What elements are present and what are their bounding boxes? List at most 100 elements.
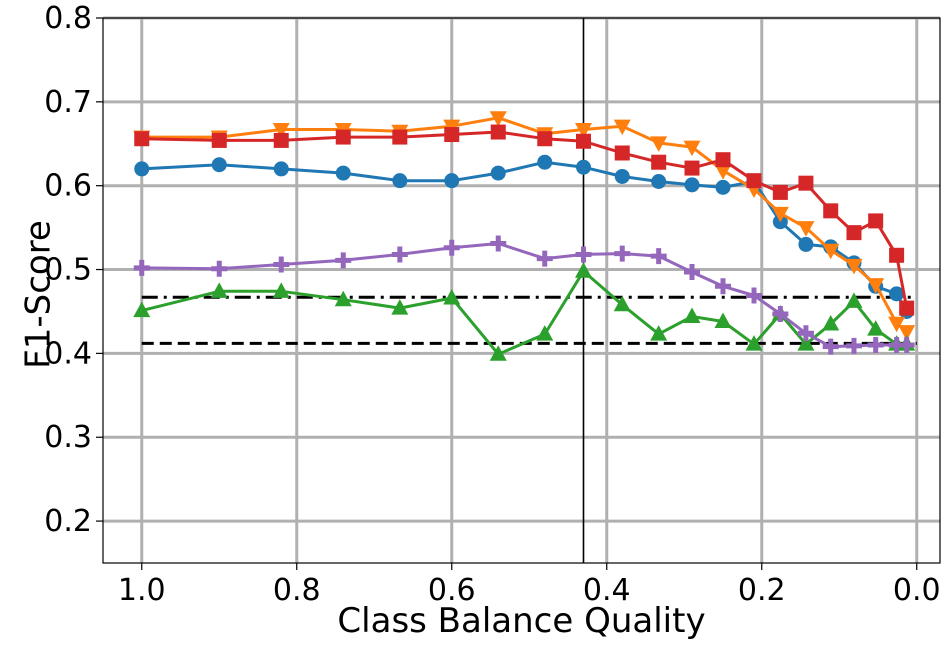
data-point [537, 131, 553, 147]
data-point [772, 305, 789, 322]
data-point [391, 299, 409, 315]
series-layer [133, 111, 916, 361]
data-point [650, 325, 668, 341]
x-tick-label: 0.6 [428, 573, 476, 608]
data-point [443, 239, 460, 256]
data-point [845, 292, 863, 308]
data-point [797, 221, 815, 237]
reference-lines [141, 18, 917, 563]
data-point [335, 165, 351, 181]
data-point [489, 345, 507, 361]
data-point [272, 282, 290, 298]
data-point [651, 154, 667, 170]
data-point [576, 159, 591, 175]
data-point [684, 177, 700, 193]
data-point [889, 286, 905, 302]
data-point [867, 337, 884, 353]
series-3 [133, 262, 916, 361]
data-point [490, 165, 506, 181]
data-point [798, 236, 814, 252]
data-point [575, 246, 592, 263]
data-point [490, 124, 506, 140]
data-point [536, 250, 553, 267]
data-point [134, 161, 150, 177]
data-point [273, 256, 290, 273]
data-point [683, 307, 701, 323]
data-point [273, 132, 289, 148]
plot-frame [102, 17, 941, 564]
data-point [489, 111, 507, 127]
data-point [444, 127, 460, 143]
data-point [822, 243, 840, 260]
data-point [391, 246, 408, 263]
y-axis-label: F1-Score [19, 220, 59, 369]
data-point [715, 278, 731, 295]
data-point [575, 262, 592, 278]
data-point [797, 335, 815, 351]
data-point [490, 235, 507, 252]
x-tick-label: 1.0 [118, 573, 166, 608]
data-point [613, 119, 631, 136]
data-point [614, 245, 631, 262]
data-point [650, 136, 668, 152]
data-point [684, 160, 700, 176]
data-point [867, 320, 885, 336]
data-point [715, 152, 731, 168]
series-line [141, 116, 908, 333]
data-point [898, 337, 915, 353]
data-point [392, 173, 408, 189]
y-tick-label: 0.6 [44, 169, 92, 204]
data-point [745, 335, 763, 351]
y-tick-label: 0.5 [44, 253, 92, 288]
data-point [651, 174, 667, 189]
data-point [211, 132, 227, 148]
data-point [715, 179, 731, 195]
data-point [576, 133, 591, 149]
data-point [133, 301, 151, 318]
data-point [846, 225, 862, 241]
data-point [134, 131, 150, 147]
series-1 [133, 111, 916, 341]
data-point [845, 258, 863, 275]
data-point [211, 157, 227, 173]
data-point [614, 145, 630, 161]
y-tick-label: 0.2 [44, 504, 92, 539]
y-tick-label: 0.7 [44, 85, 92, 120]
data-point [536, 325, 554, 341]
data-point [684, 264, 700, 281]
data-point [575, 123, 592, 139]
data-point [273, 161, 289, 177]
data-point [210, 282, 228, 298]
data-point [822, 315, 840, 331]
y-tick-label: 0.8 [44, 1, 92, 36]
series-0 [134, 154, 915, 319]
data-point [614, 168, 630, 184]
data-point [392, 129, 408, 145]
x-tick-label: 0.2 [738, 573, 786, 608]
data-point [746, 173, 762, 189]
data-point [537, 154, 553, 170]
data-point [889, 247, 905, 263]
data-point [335, 252, 352, 269]
data-point [334, 290, 352, 307]
data-point [714, 164, 732, 180]
data-point [650, 248, 667, 265]
data-point [335, 129, 351, 145]
data-point [822, 338, 839, 355]
x-tick-label: 0.4 [583, 573, 631, 608]
y-tick-label: 0.3 [44, 420, 92, 455]
data-point [443, 289, 461, 305]
data-point [613, 295, 631, 312]
data-point [444, 173, 460, 189]
data-point [714, 312, 732, 329]
y-tick-label: 0.4 [44, 336, 92, 371]
series-2 [134, 124, 915, 316]
tick-labels: 1.0 0.8 0.6 0.4 0.2 0.0 0.2 0.3 0.4 0.5 0.6 0.7 0.8 [44, 1, 940, 608]
data-point [797, 325, 814, 342]
data-point [772, 184, 788, 200]
data-point [899, 300, 915, 316]
x-axis-label: Class Balance Quality [337, 601, 705, 641]
series-4 [133, 235, 915, 355]
